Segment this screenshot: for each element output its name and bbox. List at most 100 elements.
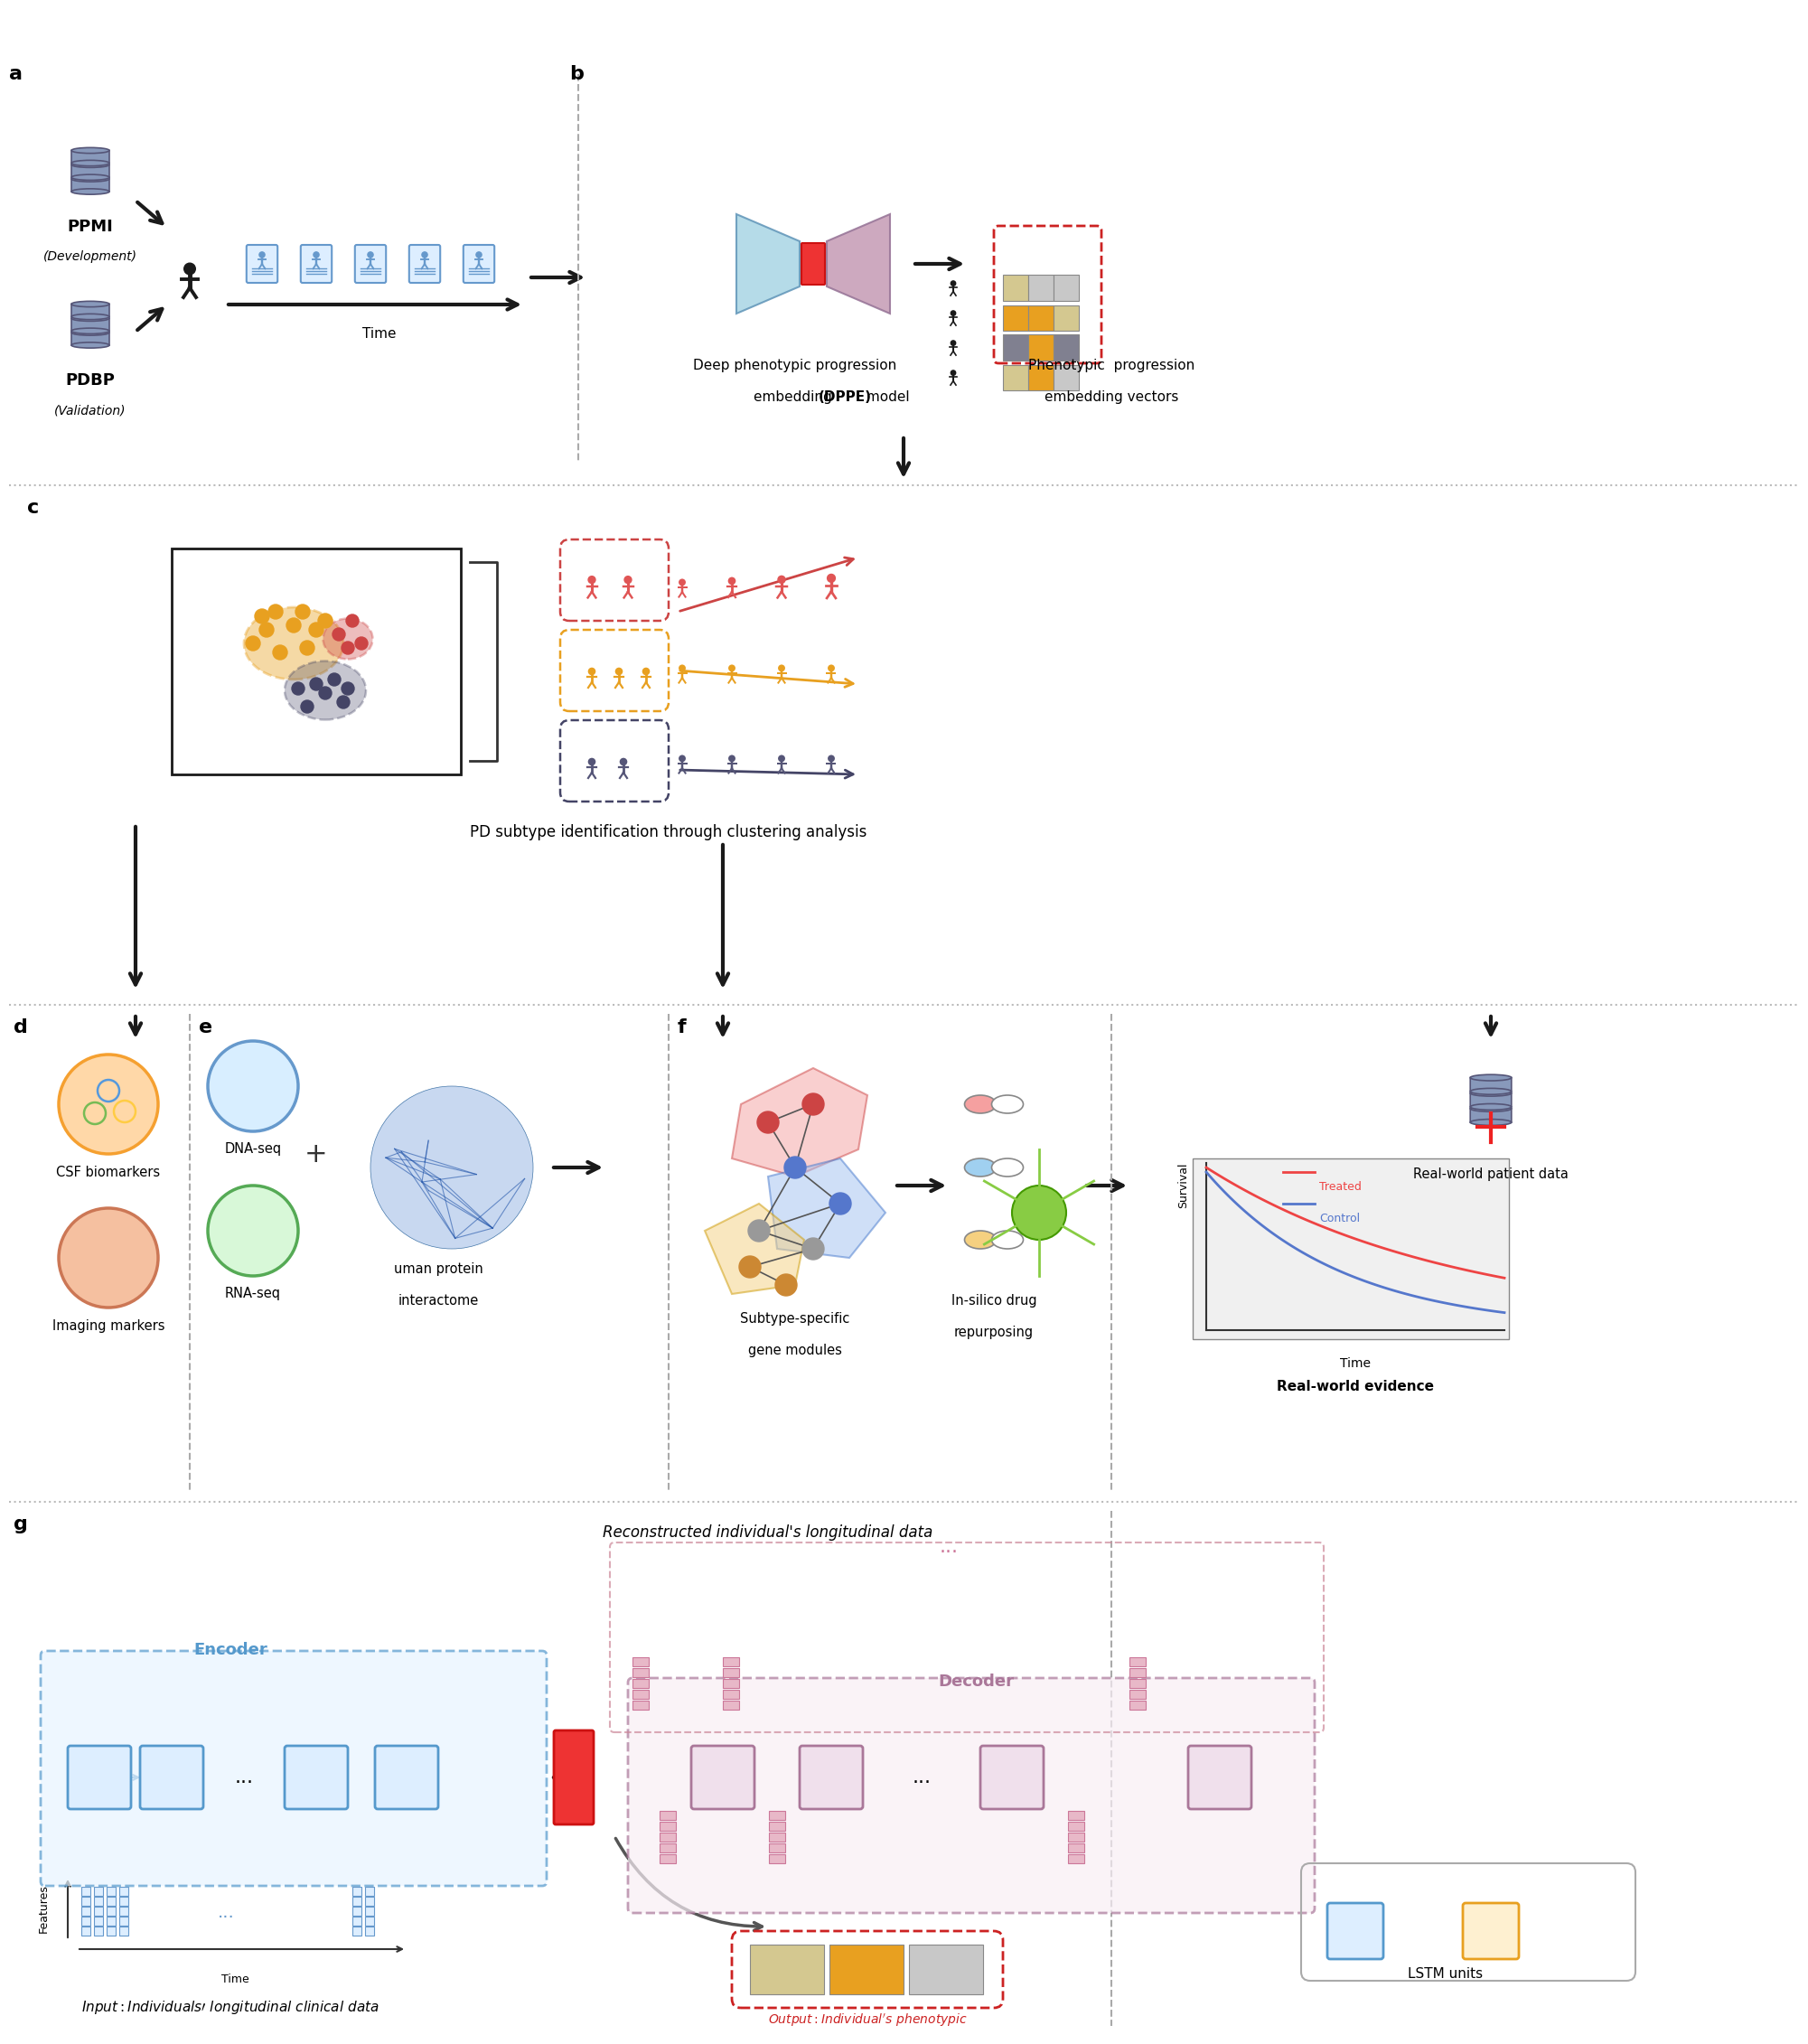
Text: Imaging markers: Imaging markers [52, 1318, 165, 1333]
Circle shape [309, 623, 324, 638]
Ellipse shape [71, 176, 108, 182]
Ellipse shape [1470, 1089, 1511, 1096]
Ellipse shape [71, 188, 108, 194]
Bar [723, 1690, 739, 1699]
Bar [1130, 1658, 1146, 1666]
Circle shape [803, 1094, 824, 1116]
Text: PPMI: PPMI [67, 219, 114, 235]
Circle shape [588, 576, 595, 583]
Text: (DPPE): (DPPE) [819, 390, 871, 405]
Bar [1130, 1678, 1146, 1688]
FancyBboxPatch shape [1470, 1094, 1511, 1108]
Bar [1130, 1668, 1146, 1678]
Bar [107, 1917, 116, 1925]
Circle shape [476, 251, 481, 258]
Text: (Validation): (Validation) [54, 405, 127, 417]
Bar [365, 1907, 374, 1915]
Circle shape [246, 636, 260, 650]
Text: LSTM units: LSTM units [1408, 1966, 1483, 1981]
Circle shape [327, 672, 340, 687]
FancyBboxPatch shape [1470, 1077, 1511, 1091]
Circle shape [729, 756, 734, 762]
Ellipse shape [1470, 1106, 1511, 1112]
Circle shape [830, 1194, 852, 1214]
Bar [1029, 276, 1054, 300]
Text: e: e [199, 1018, 213, 1036]
Bar [660, 1833, 676, 1842]
Bar [107, 1927, 116, 1936]
Text: d: d [13, 1018, 27, 1036]
Bar [660, 1844, 676, 1852]
Bar [723, 1701, 739, 1709]
Circle shape [785, 1157, 806, 1177]
Bar [633, 1658, 649, 1666]
Circle shape [951, 341, 956, 345]
Polygon shape [826, 215, 890, 313]
Bar [1069, 1854, 1085, 1864]
Ellipse shape [991, 1159, 1023, 1177]
Ellipse shape [71, 315, 108, 321]
Bar [768, 1811, 785, 1819]
Ellipse shape [244, 607, 344, 679]
Ellipse shape [71, 147, 108, 153]
Circle shape [58, 1208, 157, 1308]
Circle shape [295, 605, 309, 619]
Bar [768, 1854, 785, 1864]
Text: Treated: Treated [1320, 1181, 1361, 1194]
Bar [830, 1944, 904, 1995]
Polygon shape [768, 1159, 886, 1257]
Bar [81, 1907, 90, 1915]
Bar [365, 1917, 374, 1925]
Text: RNA-seq: RNA-seq [224, 1288, 280, 1300]
Text: Phenotypic  progression: Phenotypic progression [1029, 360, 1195, 372]
Text: CSF biomarkers: CSF biomarkers [56, 1165, 161, 1179]
Bar [1069, 1833, 1085, 1842]
Bar [723, 1668, 739, 1678]
Text: g: g [13, 1515, 27, 1533]
Text: Subtype-specific: Subtype-specific [739, 1312, 850, 1327]
Bar [107, 1897, 116, 1905]
Ellipse shape [71, 329, 108, 335]
FancyBboxPatch shape [139, 1746, 202, 1809]
Ellipse shape [71, 329, 108, 333]
Bar [1069, 1844, 1085, 1852]
Bar [909, 1944, 984, 1995]
Circle shape [333, 628, 345, 640]
FancyBboxPatch shape [71, 305, 108, 317]
Circle shape [620, 758, 627, 764]
Text: Encoder: Encoder [193, 1641, 268, 1658]
Circle shape [336, 695, 349, 709]
Text: $\mathit{Input: Individuals\prime\ longitudinal\ clinical\ data}$: $\mathit{Input: Individuals\prime\ longi… [81, 1999, 380, 2015]
Bar [723, 1658, 739, 1666]
Circle shape [342, 683, 354, 695]
Bar [1054, 335, 1079, 360]
Bar [365, 1927, 374, 1936]
Ellipse shape [991, 1096, 1023, 1114]
Ellipse shape [71, 300, 108, 307]
FancyBboxPatch shape [40, 1652, 546, 1887]
Circle shape [286, 617, 300, 632]
Bar [1003, 364, 1029, 390]
Ellipse shape [1470, 1075, 1511, 1081]
Text: Control: Control [1320, 1212, 1360, 1224]
Bar [94, 1917, 103, 1925]
Circle shape [273, 646, 287, 660]
Circle shape [300, 640, 315, 656]
Circle shape [318, 613, 333, 628]
Circle shape [208, 1186, 298, 1275]
Circle shape [644, 668, 649, 675]
Bar [1130, 1701, 1146, 1709]
Text: ...: ... [217, 1905, 235, 1921]
Bar [94, 1897, 103, 1905]
Circle shape [779, 664, 785, 670]
FancyBboxPatch shape [71, 319, 108, 331]
Circle shape [951, 311, 956, 315]
Bar [1054, 276, 1079, 300]
Circle shape [318, 687, 331, 699]
Text: b: b [570, 65, 584, 84]
Polygon shape [732, 1069, 868, 1177]
Circle shape [680, 664, 685, 670]
Text: f: f [678, 1018, 687, 1036]
Text: PDBP: PDBP [65, 372, 116, 388]
Text: Deep phenotypic progression: Deep phenotypic progression [692, 360, 897, 372]
